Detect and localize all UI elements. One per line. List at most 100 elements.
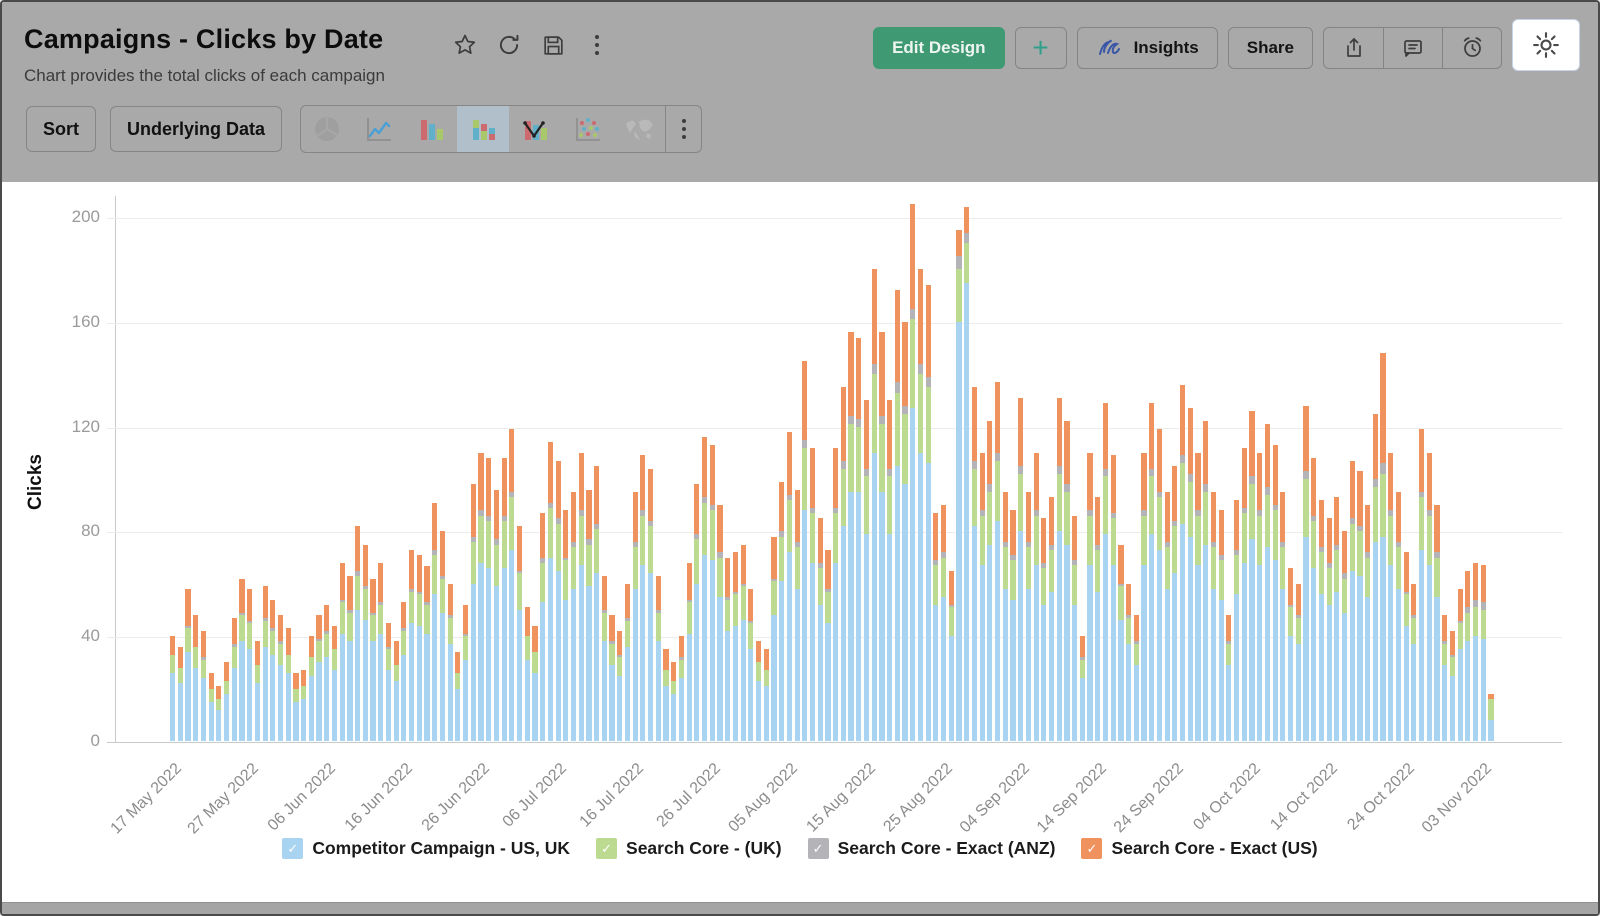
stacked-bar[interactable] [409, 550, 414, 741]
stacked-bar[interactable] [571, 492, 576, 741]
stacked-bar[interactable] [239, 579, 244, 741]
stacked-bar[interactable] [671, 662, 676, 741]
underlying-data-button[interactable]: Underlying Data [110, 106, 282, 152]
stacked-bar[interactable] [1041, 518, 1046, 741]
stacked-bar[interactable] [1334, 497, 1339, 741]
alert-clock-icon[interactable] [1442, 28, 1501, 68]
stacked-bar[interactable] [278, 615, 283, 741]
stacked-bar[interactable] [895, 290, 900, 741]
stacked-bar[interactable] [502, 458, 507, 741]
stacked-bar[interactable] [1319, 500, 1324, 741]
stacked-bar[interactable] [1203, 421, 1208, 741]
stacked-bar[interactable] [247, 589, 252, 741]
bar-chart-icon[interactable] [405, 106, 457, 152]
line-chart-icon[interactable] [353, 106, 405, 152]
stacked-bar[interactable] [494, 490, 499, 741]
stacked-bar[interactable] [725, 558, 730, 741]
stacked-bar[interactable] [440, 531, 445, 741]
stacked-bar-chart-icon[interactable] [457, 106, 509, 152]
stacked-bar[interactable] [663, 649, 668, 741]
add-button[interactable]: + [1015, 27, 1067, 69]
stacked-bar[interactable] [995, 382, 1000, 741]
stacked-bar[interactable] [1388, 453, 1393, 741]
stacked-bar[interactable] [1149, 403, 1154, 741]
stacked-bar[interactable] [309, 636, 314, 741]
stacked-bar[interactable] [1396, 492, 1401, 741]
stacked-bar[interactable] [887, 400, 892, 741]
stacked-bar[interactable] [424, 566, 429, 742]
stacked-bar[interactable] [579, 453, 584, 741]
stacked-bar[interactable] [286, 628, 291, 741]
stacked-bar[interactable] [1188, 408, 1193, 741]
stacked-bar[interactable] [1288, 568, 1293, 741]
stacked-bar[interactable] [1296, 584, 1301, 741]
stacked-bar[interactable] [1404, 552, 1409, 741]
stacked-bar[interactable] [1095, 497, 1100, 741]
stacked-bar[interactable] [1365, 505, 1370, 741]
stacked-bar[interactable] [1211, 492, 1216, 741]
stacked-bar[interactable] [301, 670, 306, 741]
stacked-bar[interactable] [1242, 448, 1247, 741]
stacked-bar[interactable] [270, 600, 275, 741]
stacked-bar[interactable] [810, 448, 815, 741]
share-button[interactable]: Share [1228, 27, 1313, 69]
stacked-bar[interactable] [463, 605, 468, 741]
stacked-bar[interactable] [617, 631, 622, 741]
stacked-bar[interactable] [324, 605, 329, 741]
chart-type-more-icon[interactable] [665, 106, 701, 152]
stacked-bar[interactable] [1049, 497, 1054, 741]
stacked-bar[interactable] [902, 322, 907, 741]
stacked-bar[interactable] [795, 490, 800, 741]
stacked-bar[interactable] [347, 576, 352, 741]
stacked-bar[interactable] [1134, 615, 1139, 741]
title-more-menu-icon[interactable] [582, 30, 612, 60]
stacked-bar[interactable] [540, 513, 545, 741]
scatter-chart-icon[interactable] [561, 106, 613, 152]
stacked-bar[interactable] [224, 662, 229, 741]
stacked-bar[interactable] [1018, 398, 1023, 741]
stacked-bar[interactable] [1442, 615, 1447, 741]
stacked-bar[interactable] [471, 484, 476, 741]
export-icon[interactable] [1324, 28, 1383, 68]
stacked-bar[interactable] [1026, 492, 1031, 741]
stacked-bar[interactable] [448, 584, 453, 741]
stacked-bar[interactable] [687, 563, 692, 741]
stacked-bar[interactable] [532, 626, 537, 741]
stacked-bar[interactable] [363, 545, 368, 741]
stacked-bar[interactable] [370, 579, 375, 741]
stacked-bar[interactable] [1488, 694, 1493, 741]
stacked-bar[interactable] [864, 400, 869, 741]
stacked-bar[interactable] [332, 626, 337, 741]
stacked-bar[interactable] [941, 505, 946, 741]
stacked-bar[interactable] [1481, 565, 1486, 741]
stacked-bar[interactable] [201, 631, 206, 741]
stacked-bar[interactable] [602, 576, 607, 741]
stacked-bar[interactable] [1380, 353, 1385, 741]
stacked-bar[interactable] [1411, 584, 1416, 741]
stacked-bar[interactable] [1265, 424, 1270, 741]
stacked-bar[interactable] [1434, 505, 1439, 741]
stacked-bar[interactable] [879, 332, 884, 741]
stacked-bar[interactable] [1157, 429, 1162, 741]
stacked-bar[interactable] [417, 555, 422, 741]
stacked-bar[interactable] [1087, 453, 1092, 741]
legend-checkbox[interactable]: ✓ [596, 838, 617, 859]
stacked-bar[interactable] [548, 442, 553, 741]
stacked-bar[interactable] [386, 623, 391, 741]
stacked-bar[interactable] [1373, 414, 1378, 741]
stacked-bar[interactable] [455, 652, 460, 741]
stacked-bar[interactable] [1118, 545, 1123, 741]
comment-icon[interactable] [1383, 28, 1442, 68]
insights-button[interactable]: Insights [1077, 27, 1218, 69]
stacked-bar[interactable] [825, 550, 830, 741]
stacked-bar[interactable] [779, 482, 784, 741]
stacked-bar[interactable] [1311, 458, 1316, 741]
stacked-bar[interactable] [1473, 563, 1478, 741]
stacked-bar[interactable] [263, 586, 268, 741]
sort-button[interactable]: Sort [26, 106, 96, 152]
stacked-bar[interactable] [818, 518, 823, 741]
stacked-bar[interactable] [594, 466, 599, 741]
stacked-bar[interactable] [216, 686, 221, 741]
stacked-bar[interactable] [609, 615, 614, 741]
stacked-bar[interactable] [1080, 636, 1085, 741]
